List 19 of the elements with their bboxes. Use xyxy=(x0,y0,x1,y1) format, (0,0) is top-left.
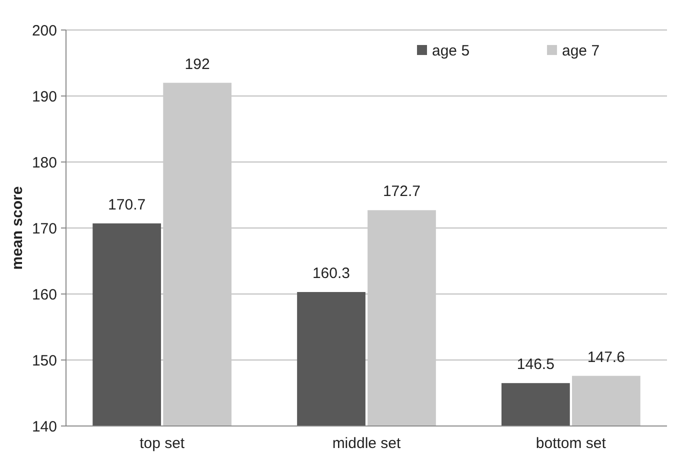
y-tick-label: 190 xyxy=(32,88,57,106)
data-label: 172.7 xyxy=(382,183,421,200)
y-tick-label: 160 xyxy=(32,286,57,304)
legend-label: age 5 xyxy=(432,42,470,60)
data-label: 147.6 xyxy=(587,348,625,366)
data-label: 160.3 xyxy=(312,265,350,282)
y-tick-label: 170 xyxy=(32,220,57,238)
y-tick-label: 200 xyxy=(32,22,57,40)
y-tick-label: 150 xyxy=(32,352,57,370)
legend-label: age 7 xyxy=(562,42,600,60)
data-label: 192 xyxy=(184,56,210,73)
y-axis-title: mean score xyxy=(9,186,26,270)
y-tick-label: 180 xyxy=(32,154,57,172)
x-tick-label: top set xyxy=(140,435,186,452)
data-label: 170.7 xyxy=(108,196,146,214)
y-tick-label: 140 xyxy=(32,418,57,436)
x-tick-label: middle set xyxy=(332,435,402,452)
data-label: 146.5 xyxy=(516,356,554,374)
x-tick-label: bottom set xyxy=(536,435,607,452)
